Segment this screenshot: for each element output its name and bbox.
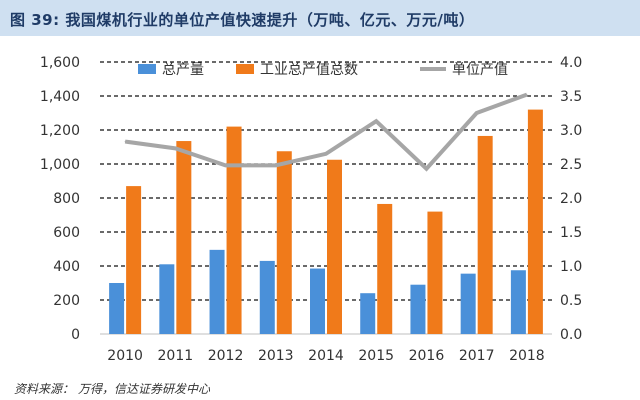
x-axis-tick-label: 2018: [509, 348, 545, 364]
bar-output: [410, 284, 426, 334]
bar-output: [259, 260, 275, 334]
bar-output: [360, 293, 376, 334]
right-axis-tick-label: 3.5: [560, 89, 582, 105]
source-note: 资料来源： 万得，信达证券研发中心: [14, 380, 214, 397]
figure-label: 图 39:: [10, 11, 60, 29]
legend-label-unit: 单位产值: [452, 62, 508, 78]
bar-value: [176, 141, 192, 334]
bar-output: [209, 249, 225, 334]
chart-svg: 0 200 400 600 800 1,000 1,200 1,400 1,600 0.0 0.5 1…: [40, 55, 582, 364]
x-axis-tick-label: 2010: [107, 348, 143, 364]
right-axis-tick-label: 3.0: [560, 123, 582, 139]
left-axis-tick-label: 0: [71, 327, 80, 343]
right-axis-tick-label: 4.0: [560, 55, 582, 71]
line-point: [124, 141, 126, 143]
title-bar: 图 39: 我国煤机行业的单位产值快速提升（万吨、亿元、万元/吨）: [0, 0, 640, 36]
legend-swatch-value: [236, 64, 254, 74]
bar-value: [126, 186, 142, 334]
line-point: [225, 164, 227, 166]
x-axis-tick-label: 2016: [409, 348, 445, 364]
legend-label-value: 工业总产值总数: [260, 62, 358, 78]
right-axis-tick-label: 1.0: [560, 259, 582, 275]
left-axis-tick-label: 1,600: [40, 55, 80, 71]
left-axis-tick-label: 400: [53, 259, 80, 275]
bar-value: [527, 109, 543, 334]
figure-title-text: 我国煤机行业的单位产值快速提升（万吨、亿元、万元/吨）: [65, 11, 475, 29]
x-axis-tick-label: 2014: [308, 348, 344, 364]
line-point: [174, 147, 176, 149]
legend-label-output: 总产量: [162, 62, 204, 78]
x-axis-tick-label: 2017: [459, 348, 495, 364]
left-axis-tick-label: 600: [53, 225, 80, 241]
right-axis-tick-label: 2.5: [560, 157, 582, 173]
bar-value: [276, 151, 292, 334]
x-axis-tick-label: 2011: [158, 348, 194, 364]
bar-value: [327, 159, 342, 334]
bar-output: [460, 273, 476, 334]
line-point: [375, 120, 377, 122]
chart-area: 0 200 400 600 800 1,000 1,200 1,400 1,600 0.0 0.5 1…: [0, 36, 640, 372]
line-point: [325, 153, 327, 155]
left-axis-tick-label: 1,200: [40, 123, 80, 139]
right-axis-tick-label: 0.5: [560, 293, 582, 309]
line-point: [275, 164, 277, 166]
left-axis-tick-label: 1,400: [40, 89, 80, 105]
line-point: [425, 168, 427, 170]
right-axis-tick-label: 2.0: [560, 191, 582, 207]
source-text: 万得，信达证券研发中心: [78, 382, 211, 396]
left-axis-tick-label: 1,000: [40, 157, 80, 173]
x-axis-tick-label: 2015: [358, 348, 394, 364]
legend-swatch-output: [138, 64, 156, 74]
bar-output: [109, 283, 125, 334]
bar-value: [226, 126, 242, 334]
bar-value: [477, 135, 493, 334]
left-axis-tick-label: 800: [53, 191, 80, 207]
source-label: 资料来源：: [14, 382, 75, 396]
line-point: [476, 112, 478, 114]
bar-value: [377, 203, 393, 334]
bar-output: [310, 268, 325, 334]
bar-output: [159, 264, 175, 334]
x-axis-tick-label: 2013: [258, 348, 294, 364]
figure-title: 图 39: 我国煤机行业的单位产值快速提升（万吨、亿元、万元/吨）: [10, 9, 474, 30]
x-axis-tick-label: 2012: [208, 348, 244, 364]
line-point: [526, 94, 528, 96]
bar-value: [427, 211, 443, 334]
right-axis-tick-label: 1.5: [560, 225, 582, 241]
right-axis-tick-label: 0.0: [560, 327, 582, 343]
bar-output: [510, 270, 526, 334]
left-axis-tick-label: 200: [53, 293, 80, 309]
